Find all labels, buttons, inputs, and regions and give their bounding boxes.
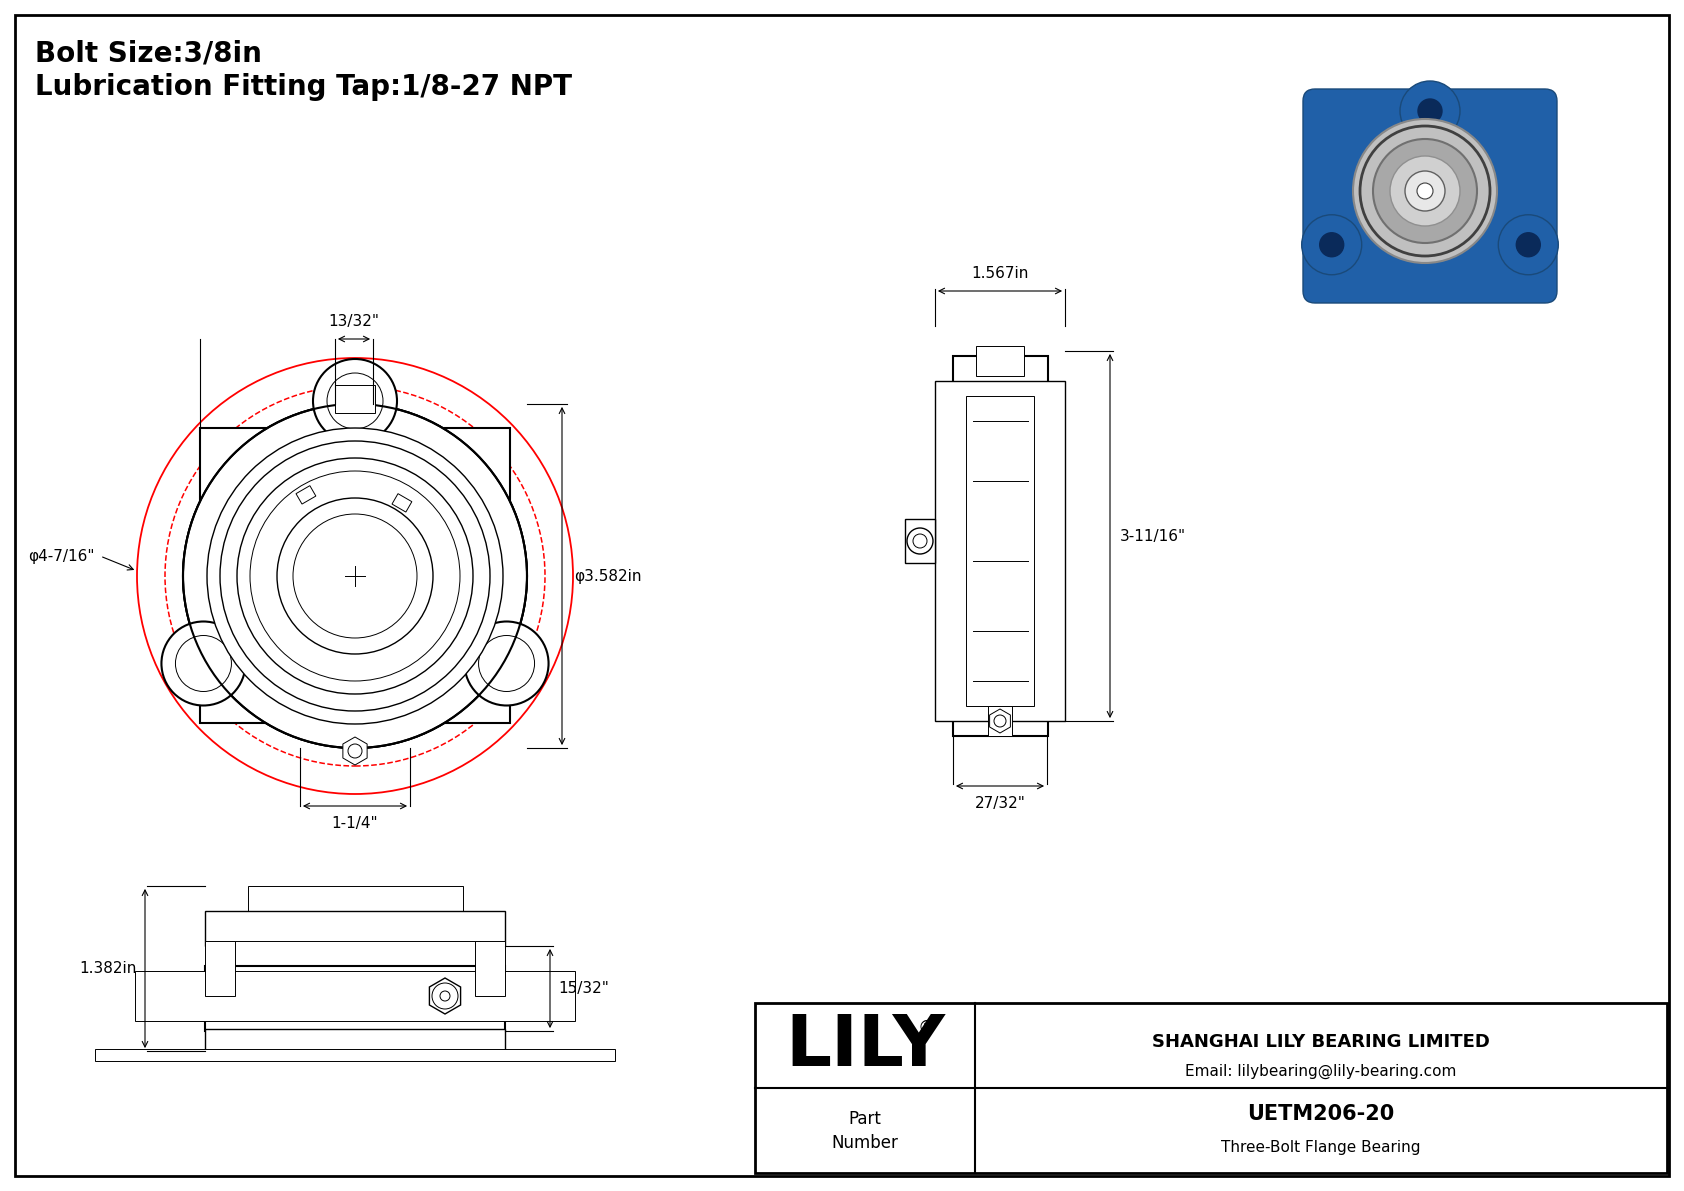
Circle shape [913,534,926,548]
Circle shape [478,636,534,692]
Bar [904,519,935,563]
Circle shape [349,744,362,757]
Text: 1.382in: 1.382in [79,961,136,975]
Circle shape [908,528,933,554]
Circle shape [338,385,370,417]
Circle shape [175,636,231,692]
Circle shape [187,648,219,680]
Bar [754,1003,1667,1173]
Circle shape [465,622,549,705]
Text: Lubrication Fitting Tap:1/8-27 NPT: Lubrication Fitting Tap:1/8-27 NPT [35,73,573,101]
Circle shape [184,404,527,748]
Text: Bolt Size:3/8in: Bolt Size:3/8in [35,39,263,67]
Circle shape [249,470,460,681]
Text: ®: ® [918,1019,936,1037]
Text: φ3.582in: φ3.582in [574,568,642,584]
Text: Three-Bolt Flange Bearing: Three-Bolt Flange Bearing [1221,1140,1421,1155]
Text: Part
Number: Part Number [832,1110,899,1153]
Text: LILY: LILY [785,1011,945,1080]
Circle shape [1404,172,1445,211]
Bar [231,941,480,971]
Bar [953,356,1047,736]
Circle shape [1499,214,1558,275]
Bar [205,941,236,996]
Circle shape [184,404,527,748]
Circle shape [433,983,458,1009]
Bar [977,347,1024,376]
Circle shape [1352,119,1497,263]
Circle shape [293,515,418,638]
Text: 15/32": 15/32" [557,981,610,996]
Bar [335,385,376,413]
Circle shape [994,715,1005,727]
Polygon shape [429,978,461,1014]
Text: 1-1/4": 1-1/4" [332,816,379,831]
Bar [205,911,505,946]
Text: SHANGHAI LILY BEARING LIMITED: SHANGHAI LILY BEARING LIMITED [1152,1033,1490,1052]
Text: 3-11/16": 3-11/16" [1120,529,1186,543]
Text: UETM206-20: UETM206-20 [1248,1104,1394,1123]
Text: 13/32": 13/32" [328,314,379,329]
Circle shape [490,648,522,680]
Circle shape [162,622,246,705]
Circle shape [313,358,397,443]
Bar [94,1049,615,1061]
Bar [475,941,505,996]
Text: 1.567in: 1.567in [972,266,1029,281]
Bar [248,886,463,911]
Circle shape [440,991,450,1000]
Circle shape [1516,232,1541,257]
Circle shape [1399,81,1460,141]
Bar [967,395,1034,706]
Circle shape [1320,232,1344,257]
Circle shape [276,498,433,654]
Circle shape [237,459,473,694]
Polygon shape [990,709,1010,732]
Circle shape [1389,156,1460,226]
Text: 27/32": 27/32" [975,796,1026,811]
Polygon shape [344,737,367,765]
Bar [205,1029,505,1050]
Bar [392,493,413,512]
Bar [989,706,1012,736]
Circle shape [327,373,382,429]
Circle shape [1418,99,1442,123]
Circle shape [207,428,504,724]
Bar [200,428,510,723]
Text: Email: lilybearing@lily-bearing.com: Email: lilybearing@lily-bearing.com [1186,1064,1457,1079]
Circle shape [1302,214,1362,275]
Bar [296,486,317,504]
Circle shape [1416,183,1433,199]
Circle shape [221,441,490,711]
FancyBboxPatch shape [1303,89,1558,303]
Circle shape [1372,139,1477,243]
Text: φ4-7/16": φ4-7/16" [29,549,94,563]
Bar [205,966,505,1031]
Bar [935,381,1064,721]
Bar [135,971,574,1021]
